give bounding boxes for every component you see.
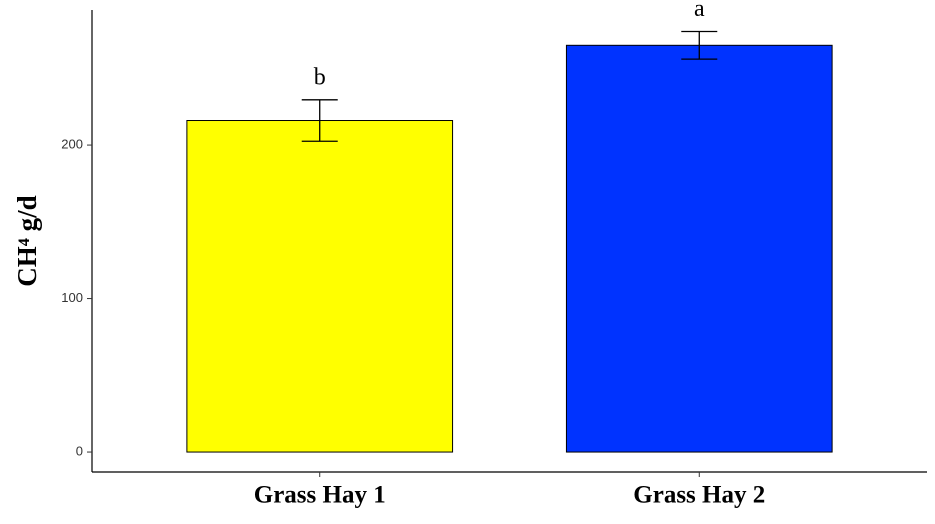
x-tick-label: Grass Hay 1: [254, 482, 386, 509]
significance-letter: a: [694, 0, 705, 22]
y-tick-label: 0: [76, 443, 83, 458]
y-tick-label: 100: [61, 290, 83, 305]
y-tick-label: 200: [61, 137, 83, 152]
significance-letter: b: [314, 64, 326, 90]
y-axis-label: CH⁴ g/d: [12, 195, 42, 286]
bar: [186, 120, 454, 453]
bar: [565, 44, 833, 453]
x-tick-label: Grass Hay 2: [633, 482, 765, 509]
error-bar: [681, 30, 718, 60]
error-bar: [301, 99, 338, 142]
